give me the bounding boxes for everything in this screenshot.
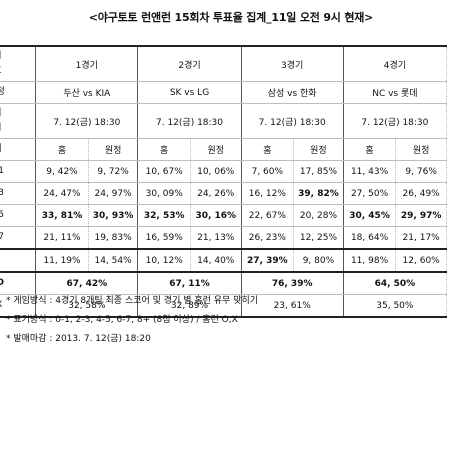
run-x-row: 런 X32, 58%32, 89%23, 61%35, 50% bbox=[0, 294, 448, 318]
row-label: 4~5 bbox=[0, 204, 37, 227]
vote-rate-cell: 11, 98% bbox=[342, 248, 397, 273]
side-header-row: 수대홈원정홈원정홈원정홈원정 bbox=[0, 138, 447, 161]
vote-rate-cell: 18, 64% bbox=[342, 226, 397, 250]
run-o-cell: 64, 50% bbox=[342, 271, 448, 295]
note-deadline: * 발매마감 : 2013. 7. 12(금) 18:20 bbox=[6, 334, 151, 344]
row-label: 0~1 bbox=[0, 160, 37, 183]
home-header: 홈 bbox=[240, 138, 295, 161]
vote-rate-cell: 24, 26% bbox=[189, 182, 242, 205]
game-number-row: 경기 번호1경기2경기3경기4경기 bbox=[0, 45, 448, 82]
row-label: 6~7 bbox=[0, 226, 37, 250]
vote-rate-cell: 30, 93% bbox=[87, 204, 139, 227]
vote-rate-cell: 24, 97% bbox=[87, 182, 139, 205]
vote-rate-cell: 9, 72% bbox=[87, 160, 139, 183]
vote-rate-cell: 10, 67% bbox=[137, 160, 191, 183]
away-header: 원정 bbox=[395, 138, 447, 161]
vote-rate-cell: 12, 25% bbox=[293, 226, 344, 250]
game-matchup: SK vs LG bbox=[137, 81, 242, 104]
game-matchup: 삼성 vs 한화 bbox=[240, 81, 344, 104]
page-title: <야구토토 런앤런 15회차 투표율 집계_11일 오전 9시 현재> bbox=[88, 11, 374, 24]
vote-rate-cell: 9, 80% bbox=[293, 248, 344, 273]
vote-rate-cell: 17, 85% bbox=[293, 160, 344, 183]
vote-rate-cell: 26, 23% bbox=[240, 226, 295, 250]
row-label: 수대 bbox=[0, 138, 37, 161]
vote-rate-cell: 10, 06% bbox=[189, 160, 242, 183]
home-header: 홈 bbox=[35, 138, 89, 161]
vote-rate-cell: 12, 60% bbox=[395, 248, 447, 273]
game-number: 3경기 bbox=[240, 45, 344, 82]
vote-rate-cell: 30, 16% bbox=[189, 204, 242, 227]
vote-rate-cell: 11, 19% bbox=[35, 248, 89, 273]
vote-rate-cell: 7, 60% bbox=[240, 160, 295, 183]
vote-rate-cell: 10, 12% bbox=[137, 248, 191, 273]
vote-rate-cell: 30, 45% bbox=[342, 204, 397, 227]
run-x-cell: 35, 50% bbox=[342, 294, 448, 318]
vote-rate-cell: 19, 83% bbox=[87, 226, 139, 250]
score-range-row: 0~19, 42%9, 72%10, 67%10, 06%7, 60%17, 8… bbox=[0, 160, 447, 183]
away-header: 원정 bbox=[87, 138, 139, 161]
vote-rate-cell: 16, 12% bbox=[240, 182, 295, 205]
vote-rate-cell: 27, 50% bbox=[342, 182, 397, 205]
score-range-row: 2~324, 47%24, 97%30, 09%24, 26%16, 12%39… bbox=[0, 182, 447, 205]
game-number: 4경기 bbox=[342, 45, 448, 82]
note-game-method: * 게임방식 : 4경기 8개팀 최종 스코어 및 경기 별 홈런 유무 맞히기 bbox=[6, 296, 259, 306]
game-datetime: 7. 12(금) 18:30 bbox=[342, 103, 448, 139]
vote-rate-cell: 27, 39% bbox=[240, 248, 295, 273]
vote-rate-cell: 16, 59% bbox=[137, 226, 191, 250]
score-range-row: 4~533, 81%30, 93%32, 53%30, 16%22, 67%20… bbox=[0, 204, 447, 227]
vote-rate-cell: 29, 97% bbox=[395, 204, 447, 227]
vote-rate-cell: 21, 11% bbox=[35, 226, 89, 250]
home-header: 홈 bbox=[137, 138, 191, 161]
row-label: 8+ bbox=[0, 248, 37, 273]
game-number: 2경기 bbox=[137, 45, 242, 82]
vote-rate-cell: 32, 53% bbox=[137, 204, 191, 227]
away-header: 원정 bbox=[293, 138, 344, 161]
row-label: 2~3 bbox=[0, 182, 37, 205]
vote-rate-cell: 24, 47% bbox=[35, 182, 89, 205]
vote-rate-cell: 14, 54% bbox=[87, 248, 139, 273]
vote-rate-cell: 9, 42% bbox=[35, 160, 89, 183]
vote-rate-cell: 33, 81% bbox=[35, 204, 89, 227]
vote-rate-cell: 21, 17% bbox=[395, 226, 447, 250]
row-label: 경기 일시 bbox=[0, 103, 37, 139]
vote-rate-cell: 9, 76% bbox=[395, 160, 447, 183]
vote-rate-cell: 26, 49% bbox=[395, 182, 447, 205]
run-x-cell: 32, 58% bbox=[35, 294, 139, 318]
vote-rate-cell: 14, 40% bbox=[189, 248, 242, 273]
vote-rate-cell: 22, 67% bbox=[240, 204, 295, 227]
vote-rate-cell: 11, 43% bbox=[342, 160, 397, 183]
row-label: -원정 bbox=[0, 81, 37, 104]
vote-rate-cell: 20, 28% bbox=[293, 204, 344, 227]
game-datetime: 7. 12(금) 18:30 bbox=[137, 103, 242, 139]
home-header: 홈 bbox=[342, 138, 397, 161]
game-number: 1경기 bbox=[35, 45, 139, 82]
score-range-row: 8+11, 19%14, 54%10, 12%14, 40%27, 39%9, … bbox=[0, 248, 447, 273]
row-label: 경기 번호 bbox=[0, 45, 37, 82]
game-matchup: 두산 vs KIA bbox=[35, 81, 139, 104]
score-range-row: 6~721, 11%19, 83%16, 59%21, 13%26, 23%12… bbox=[0, 226, 447, 250]
game-datetime: 7. 12(금) 18:30 bbox=[35, 103, 139, 139]
notes: * 게임방식 : 4경기 8개팀 최종 스코어 및 경기 별 홈런 유무 맞히기… bbox=[6, 292, 258, 349]
vote-rate-cell: 21, 13% bbox=[189, 226, 242, 250]
away-header: 원정 bbox=[189, 138, 242, 161]
game-datetime: 7. 12(금) 18:30 bbox=[240, 103, 344, 139]
vote-rate-cell: 30, 09% bbox=[137, 182, 191, 205]
note-notation: * 표기방식 : 0-1, 2-3, 4-5, 6-7, 8+ (8점 이상) … bbox=[6, 315, 238, 325]
datetime-row: 경기 일시7. 12(금) 18:307. 12(금) 18:307. 12(금… bbox=[0, 103, 448, 139]
vote-rate-cell: 39, 82% bbox=[293, 182, 344, 205]
game-matchup: NC vs 롯데 bbox=[342, 81, 448, 104]
